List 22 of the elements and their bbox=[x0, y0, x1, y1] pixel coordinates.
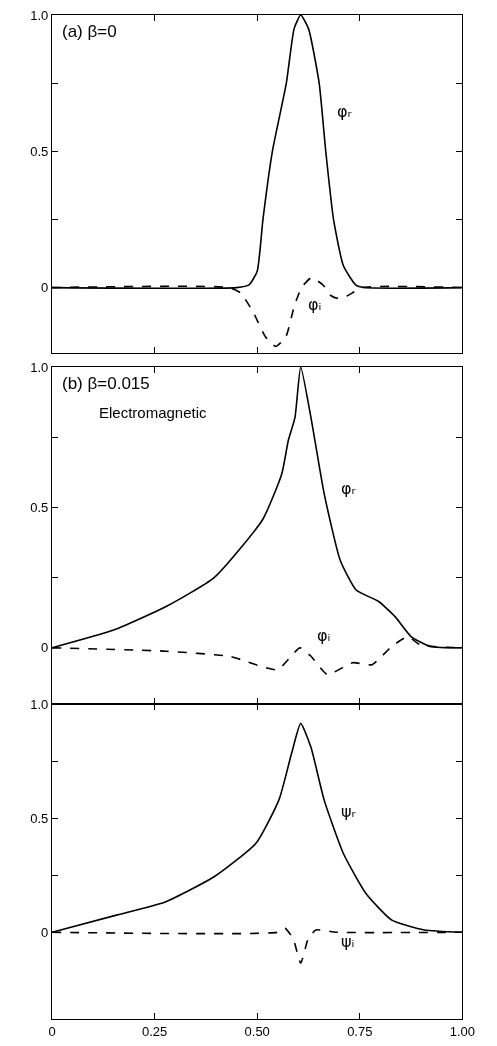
chart-title: (a) β=0 bbox=[62, 22, 117, 41]
annotation: ψᵣ bbox=[341, 802, 357, 821]
x-tick-label: 0.75 bbox=[347, 1023, 373, 1039]
chart-title: (b) β=0.015 bbox=[62, 374, 150, 393]
x-tick-label: 0.50 bbox=[244, 1023, 270, 1039]
y-tick-label: 0.5 bbox=[30, 143, 49, 159]
y-tick-label: 1.0 bbox=[30, 7, 49, 23]
y-tick-label: 1.0 bbox=[30, 696, 49, 712]
y-tick-label: 1.0 bbox=[30, 359, 49, 375]
x-tick-label: 1.00 bbox=[449, 1023, 476, 1039]
annotation: ψᵢ bbox=[341, 932, 355, 951]
y-tick-label: 0 bbox=[41, 280, 49, 296]
y-tick-label: 0 bbox=[41, 924, 49, 940]
annotation: φᵣ bbox=[341, 479, 357, 498]
annotation: φᵢ bbox=[317, 626, 331, 645]
y-tick-label: 0.5 bbox=[30, 499, 49, 515]
y-tick-label: 0 bbox=[41, 640, 49, 656]
annotation: φᵢ bbox=[308, 295, 322, 314]
x-tick-label: 0.25 bbox=[141, 1023, 168, 1039]
annotation: φᵣ bbox=[337, 102, 353, 121]
text: Electromagnetic bbox=[99, 404, 208, 421]
y-tick-label: 0.5 bbox=[30, 810, 49, 826]
